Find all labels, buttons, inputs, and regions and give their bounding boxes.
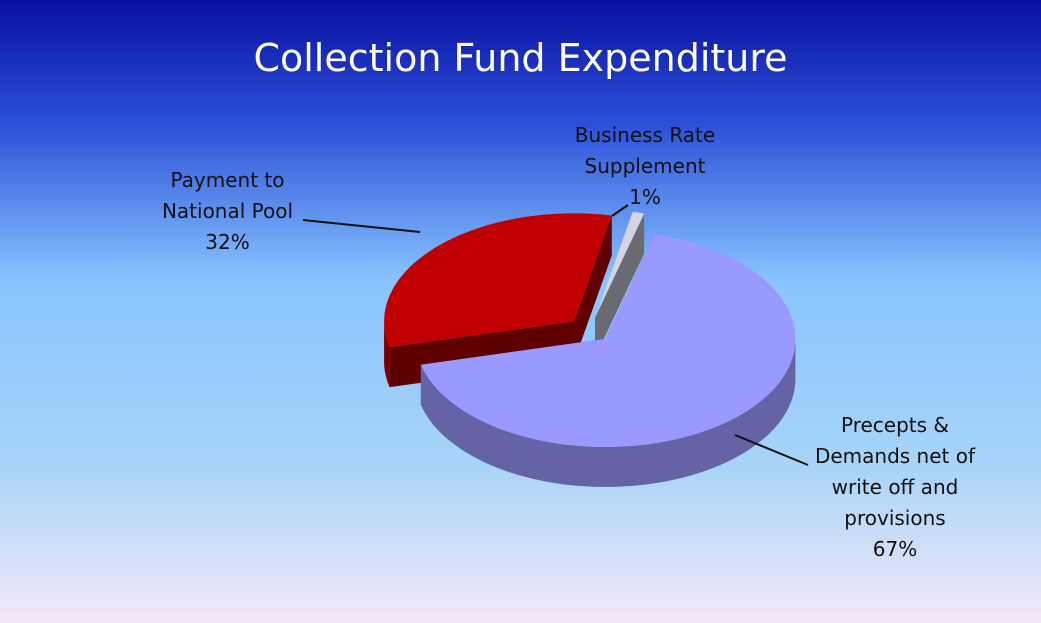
slice-label: Precepts & Demands net of write off and … [800,410,990,565]
category-label: Precepts & Demands net of write off and … [814,413,976,530]
leader-line [611,204,629,217]
category-label: Payment to National Pool [161,168,294,223]
slice [420,234,796,447]
value-label: 32% [205,230,250,254]
leader-line [302,219,421,233]
slice [384,213,612,348]
slice-shade [384,321,390,388]
slice-wall [420,338,796,487]
category-label: Business Rate Supplement [574,123,716,178]
slice-wall [384,321,390,388]
slice-shade [420,338,796,487]
slice-shade [595,213,645,358]
value-label: 1% [629,185,661,209]
leader-line [734,434,809,466]
chart-title: Collection Fund Expenditure [253,36,788,80]
slice-shade [574,215,612,362]
value-label: 67% [872,537,918,561]
slice-label: Payment to National Pool 32% [145,165,310,258]
slice-label: Business Rate Supplement 1% [560,120,730,213]
slice [595,212,645,318]
